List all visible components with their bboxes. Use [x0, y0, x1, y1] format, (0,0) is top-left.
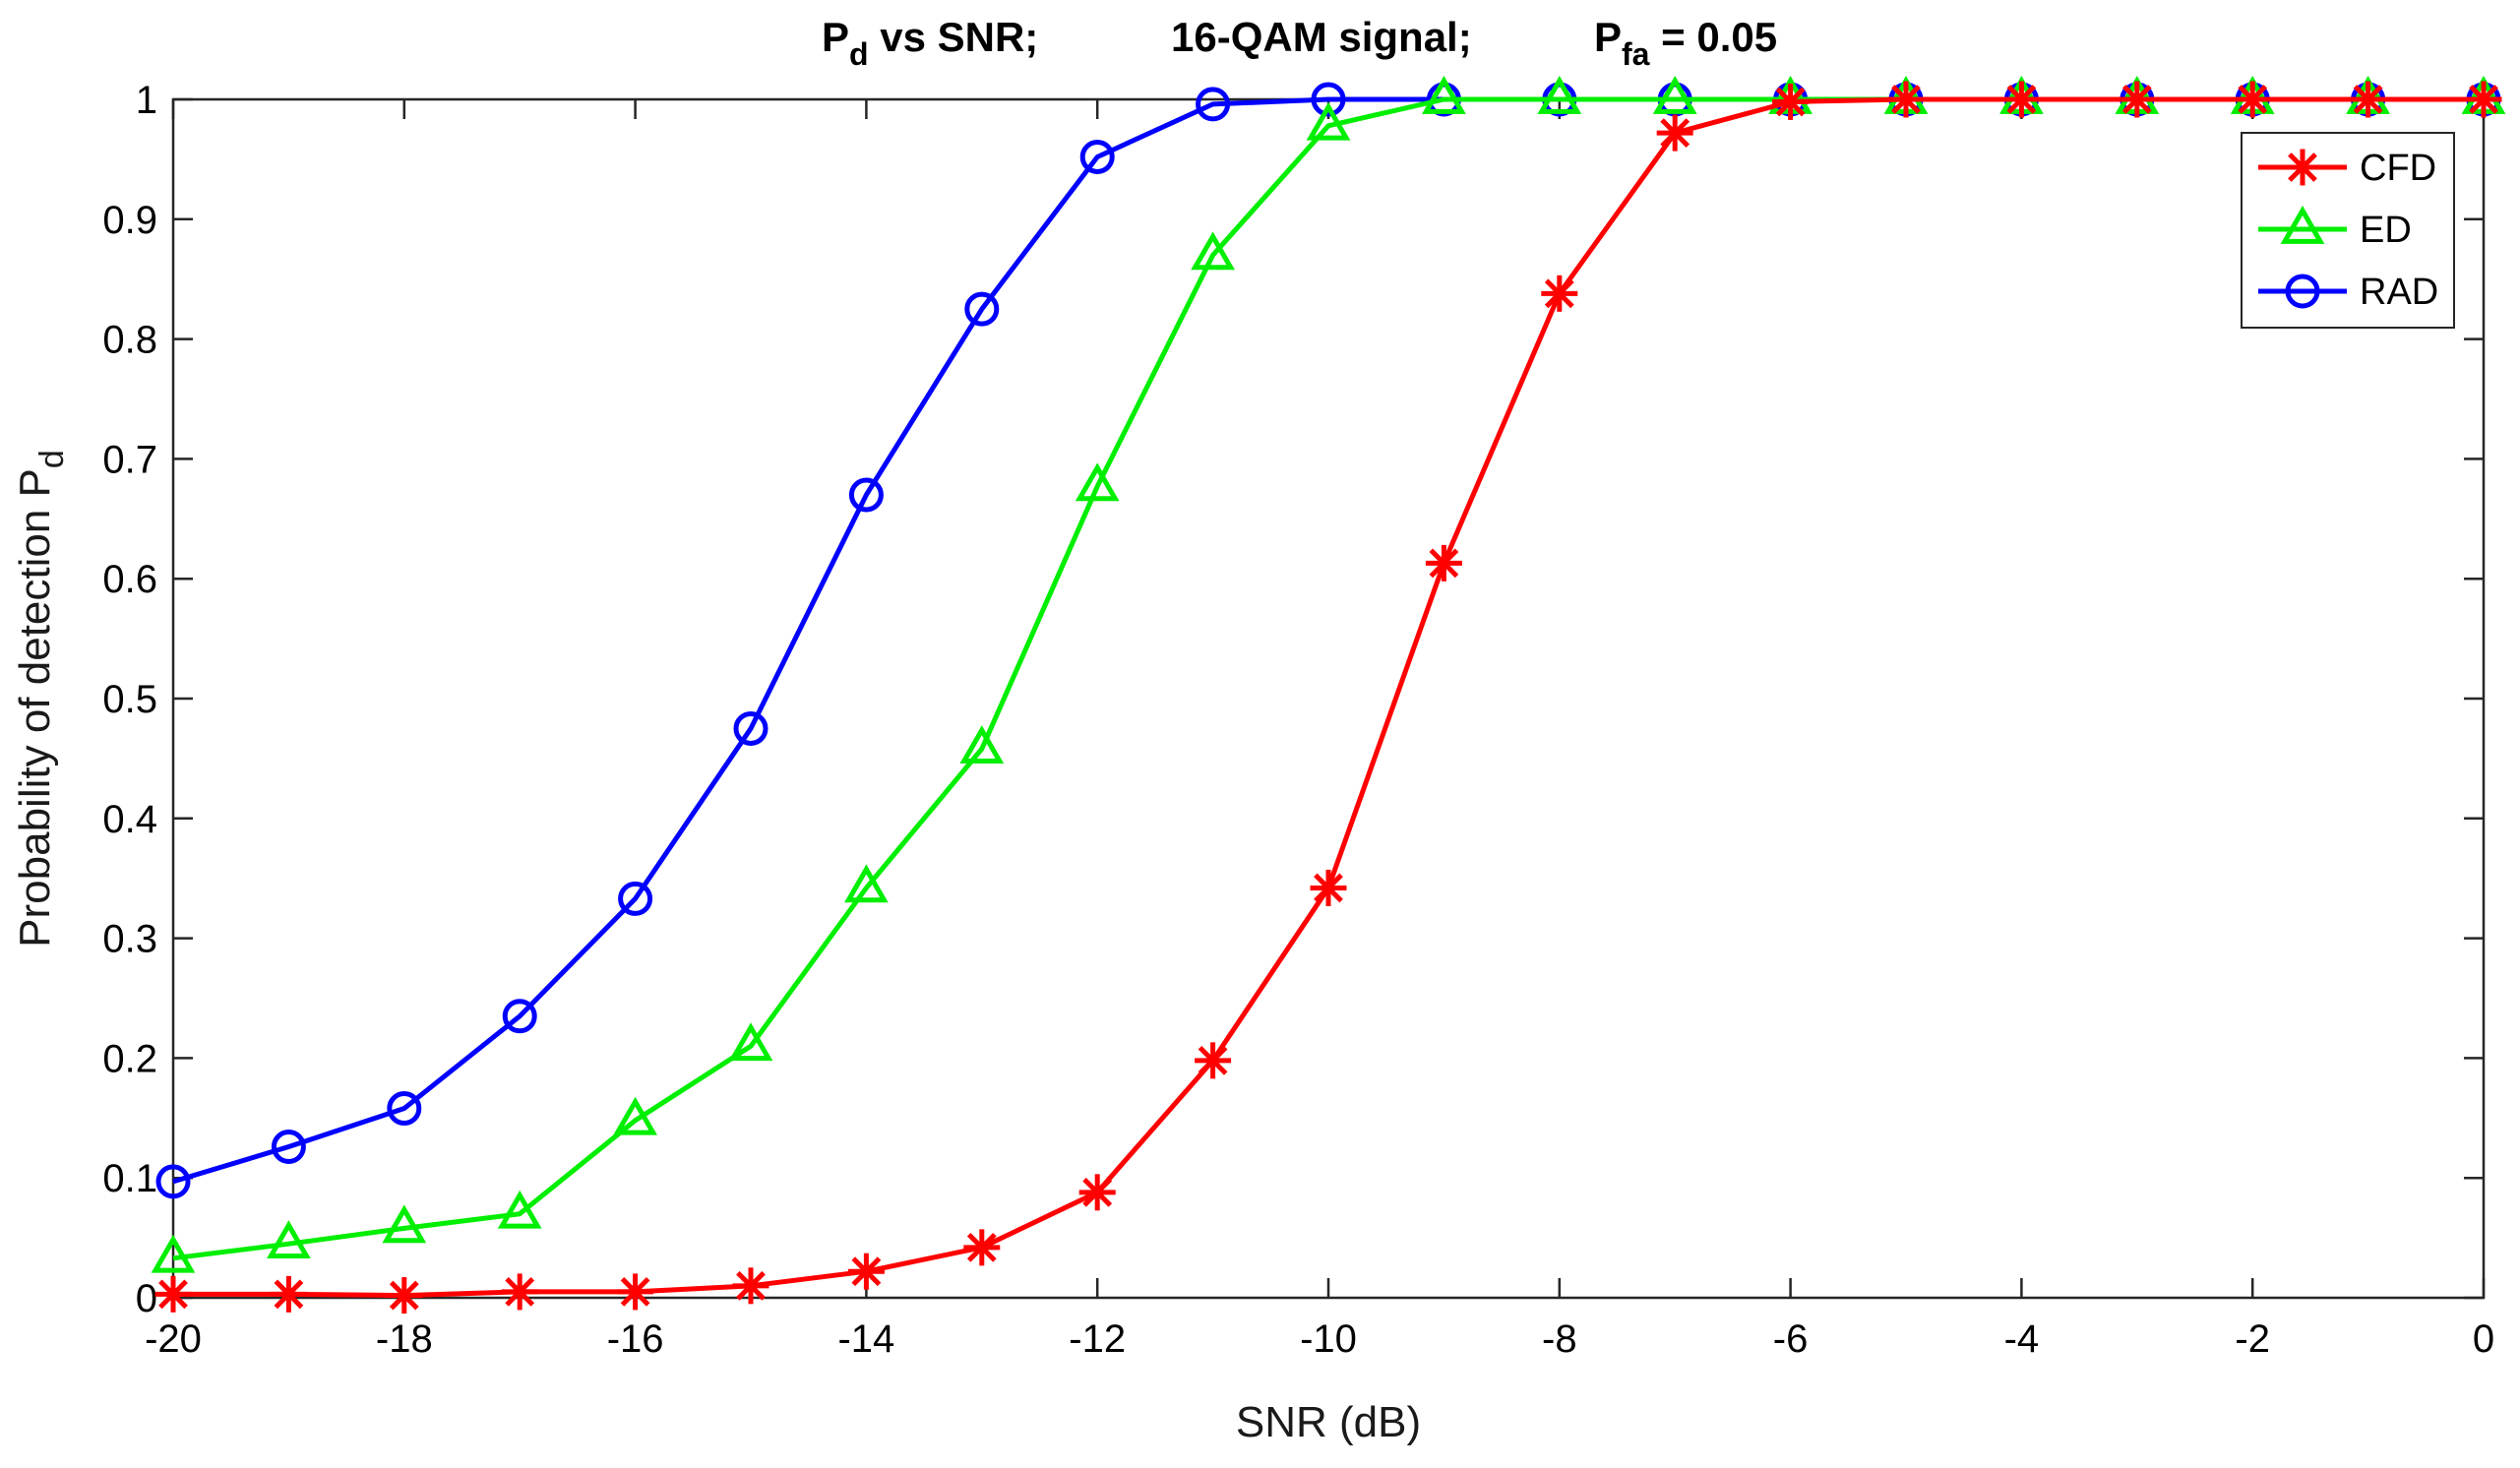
x-axis-label: SNR (dB)	[1236, 1398, 1421, 1446]
data-point-cfd	[1310, 869, 1347, 906]
plot-area	[171, 97, 2486, 1300]
x-tick-label: -6	[1773, 1317, 1809, 1361]
y-tick-label: 0.6	[102, 558, 157, 601]
x-tick-label: -4	[2004, 1317, 2040, 1361]
legend-item-rad: RAD	[2258, 272, 2438, 313]
data-point-cfd	[501, 1273, 538, 1311]
data-point-ed	[1537, 75, 1582, 114]
x-tick-label: -2	[2235, 1317, 2270, 1361]
data-point-cfd	[617, 1273, 654, 1311]
data-point-rad	[733, 710, 768, 746]
data-point-ed	[1306, 101, 1351, 141]
y-tick-labels: 0 0.1 0.2 0.3 0.4 0.5 0.6 0.7 0.8 0.9 1	[102, 79, 157, 1320]
data-point-rad	[1311, 82, 1346, 117]
data-point-cfd	[2234, 81, 2271, 118]
data-point-rad	[1196, 87, 1231, 122]
data-point-cfd	[2465, 81, 2502, 118]
x-tick-label: -18	[376, 1317, 433, 1361]
data-point-ed	[497, 1190, 542, 1229]
data-point-cfd	[2350, 81, 2387, 118]
x-tick-label: -8	[1542, 1317, 1577, 1361]
x-tick-label: -10	[1300, 1317, 1357, 1361]
legend-item-ed: ED	[2258, 205, 2412, 251]
data-point-cfd	[1425, 544, 1462, 581]
data-point-rad	[502, 999, 537, 1034]
data-point-rad	[1079, 139, 1115, 174]
title-part3: Pfa = 0.05	[1594, 14, 1777, 72]
y-tick-label: 0.8	[102, 319, 157, 362]
data-point-ed	[844, 864, 889, 903]
chart-title: Pd vs SNR; 16-QAM signal; Pfa = 0.05	[822, 14, 1777, 72]
y-tick-label: 0.3	[102, 918, 157, 961]
data-point-ed	[728, 1022, 773, 1062]
y-tick-label: 0.2	[102, 1037, 157, 1080]
data-point-cfd	[386, 1277, 423, 1315]
series-layer	[151, 75, 2506, 1315]
data-point-cfd	[1656, 114, 1693, 152]
data-point-cfd	[1078, 1174, 1116, 1211]
y-axis-label: Probability of detection Pd	[11, 450, 71, 948]
title-part2: 16-QAM signal;	[1171, 14, 1472, 60]
legend-marker-cfd	[2284, 149, 2321, 186]
y-tick-label: 0.1	[102, 1157, 157, 1200]
data-point-ed	[1422, 75, 1466, 114]
data-point-cfd	[732, 1267, 769, 1305]
data-point-cfd	[1887, 81, 1925, 118]
data-point-rad	[387, 1091, 422, 1127]
data-point-ed	[1652, 75, 1697, 114]
data-point-rad	[271, 1130, 306, 1165]
legend-marker-ed	[2280, 205, 2325, 244]
data-point-cfd	[1541, 275, 1578, 312]
data-point-ed	[959, 725, 1005, 765]
y-tick-label: 1	[136, 79, 157, 122]
x-tick-labels: -20 -18 -16 -14 -12 -10 -8 -6 -4 -2 0	[145, 1317, 2494, 1361]
legend-label: RAD	[2360, 272, 2438, 313]
legend: CFD ED RAD	[2241, 132, 2455, 329]
legend-label: CFD	[2360, 148, 2436, 189]
x-tick-label: 0	[2473, 1317, 2494, 1361]
data-point-rad	[155, 1164, 191, 1199]
data-point-ed	[613, 1096, 657, 1135]
data-point-rad	[618, 881, 653, 916]
data-point-ed	[1075, 462, 1120, 502]
data-point-rad	[848, 477, 884, 513]
data-point-cfd	[270, 1275, 307, 1313]
data-point-rad	[964, 291, 1000, 327]
y-tick-label: 0.7	[102, 438, 157, 481]
data-point-ed	[382, 1204, 427, 1244]
data-point-ed	[1191, 231, 1235, 271]
y-tick-label: 0.4	[102, 798, 157, 841]
data-point-ed	[151, 1234, 196, 1273]
x-tick-label: -20	[145, 1317, 202, 1361]
title-part1: Pd vs SNR;	[822, 14, 1038, 72]
y-tick-label: 0.9	[102, 199, 157, 242]
data-point-cfd	[154, 1275, 192, 1313]
legend-item-cfd: CFD	[2258, 148, 2436, 189]
x-tick-label: -16	[607, 1317, 664, 1361]
legend-label: ED	[2360, 210, 2412, 251]
data-point-cfd	[963, 1229, 1001, 1266]
data-point-ed	[267, 1220, 311, 1259]
legend-marker-rad	[2285, 274, 2320, 309]
y-tick-label: 0	[136, 1277, 157, 1320]
x-tick-label: -14	[837, 1317, 894, 1361]
data-point-cfd	[2119, 81, 2156, 118]
legend-items: CFD ED RAD	[2258, 148, 2438, 313]
y-tick-label: 0.5	[102, 678, 157, 721]
data-point-cfd	[1772, 83, 1810, 120]
data-point-cfd	[2002, 81, 2040, 118]
x-tick-label: -12	[1069, 1317, 1126, 1361]
data-point-cfd	[847, 1253, 885, 1290]
data-point-cfd	[1195, 1042, 1232, 1079]
